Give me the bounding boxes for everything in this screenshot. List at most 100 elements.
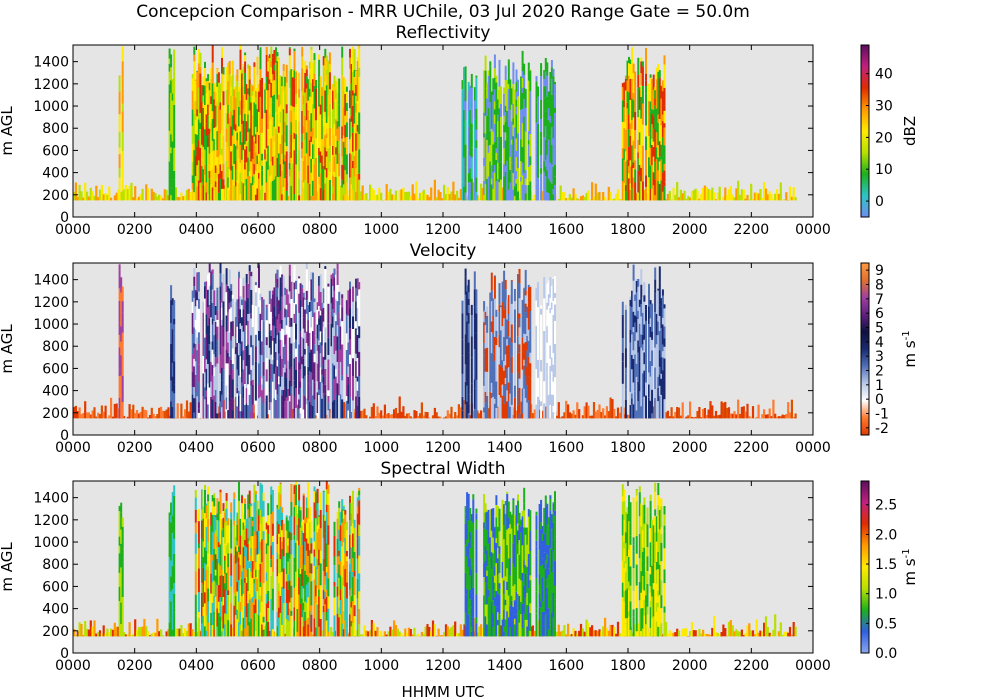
event-cell xyxy=(197,612,200,618)
event-cell xyxy=(238,525,240,547)
event-cell xyxy=(230,603,233,625)
event-cell xyxy=(498,154,501,168)
surface-cell xyxy=(123,189,126,201)
event-cell xyxy=(261,355,264,379)
event-cell xyxy=(645,48,647,65)
event-cell xyxy=(492,298,495,302)
event-cell xyxy=(521,299,524,316)
event-cell xyxy=(228,117,231,128)
event-cell xyxy=(193,143,196,151)
event-cell xyxy=(475,313,478,334)
surface-cell xyxy=(424,194,427,201)
event-cell xyxy=(279,323,282,331)
event-cell xyxy=(521,184,524,201)
event-cell xyxy=(469,182,472,194)
event-cell xyxy=(278,81,280,95)
event-cell xyxy=(197,343,200,365)
event-cell xyxy=(483,343,486,356)
event-cell xyxy=(170,323,173,344)
event-cell xyxy=(504,396,507,419)
event-cell xyxy=(213,335,216,355)
event-cell xyxy=(322,126,325,146)
event-cell xyxy=(504,365,507,378)
event-cell xyxy=(358,308,361,327)
surface-cell xyxy=(468,415,472,419)
event-cell xyxy=(247,538,250,544)
event-cell xyxy=(173,318,176,325)
event-cell xyxy=(288,275,291,292)
event-cell xyxy=(225,508,228,521)
event-cell xyxy=(253,136,256,142)
event-cell xyxy=(233,592,236,606)
event-cell xyxy=(121,174,124,191)
surface-cell xyxy=(635,193,638,201)
event-cell xyxy=(205,564,208,571)
event-cell xyxy=(121,517,124,527)
event-cell xyxy=(503,124,506,132)
event-cell xyxy=(663,326,666,339)
event-cell xyxy=(287,317,290,342)
event-cell xyxy=(258,363,260,385)
event-cell xyxy=(219,401,222,413)
event-cell xyxy=(197,543,200,549)
event-cell xyxy=(241,382,243,401)
event-cell xyxy=(204,105,206,130)
event-cell xyxy=(239,100,242,115)
event-cell xyxy=(640,118,643,140)
event-cell xyxy=(333,312,336,336)
event-cell xyxy=(527,131,530,141)
event-cell xyxy=(527,400,530,419)
event-cell xyxy=(641,312,644,335)
event-cell xyxy=(641,145,644,164)
event-cell xyxy=(655,187,658,201)
event-cell xyxy=(318,345,321,368)
event-cell xyxy=(621,181,624,201)
surface-cell xyxy=(735,188,738,201)
event-cell xyxy=(464,183,467,193)
event-cell xyxy=(210,104,213,123)
event-cell xyxy=(233,492,236,499)
event-cell xyxy=(194,319,197,330)
event-cell xyxy=(193,297,196,304)
event-cell xyxy=(236,342,239,354)
event-cell xyxy=(210,545,213,555)
surface-cell xyxy=(84,401,87,419)
event-cell xyxy=(327,94,330,117)
event-cell xyxy=(307,383,310,401)
event-cell xyxy=(464,76,467,85)
y-tick-label: 400 xyxy=(42,384,69,400)
event-cell xyxy=(333,101,336,124)
surface-cell xyxy=(413,410,416,419)
event-cell xyxy=(490,165,493,179)
event-cell xyxy=(245,403,248,419)
event-cell xyxy=(244,545,247,557)
event-cell xyxy=(196,291,199,301)
event-cell xyxy=(279,143,282,165)
surface-cell xyxy=(616,189,620,201)
event-cell xyxy=(518,327,521,345)
event-cell xyxy=(537,282,539,284)
event-cell xyxy=(336,140,339,164)
event-cell xyxy=(213,99,216,105)
surface-cell xyxy=(618,412,621,419)
surface-cell xyxy=(84,621,87,637)
event-cell xyxy=(121,88,124,104)
event-cell xyxy=(213,595,216,612)
event-cell xyxy=(238,546,240,552)
surface-cell xyxy=(585,402,588,419)
event-cell xyxy=(248,151,251,160)
event-cell xyxy=(202,76,205,86)
surface-cell xyxy=(526,185,529,201)
event-cell xyxy=(210,271,213,278)
event-cell xyxy=(547,178,550,193)
event-cell xyxy=(307,128,310,143)
event-cell xyxy=(216,340,219,358)
event-cell xyxy=(637,363,640,382)
event-cell xyxy=(241,494,243,496)
event-cell xyxy=(645,175,647,187)
event-cell xyxy=(262,629,265,637)
event-cell xyxy=(247,176,250,201)
event-cell xyxy=(638,391,641,398)
event-cell xyxy=(355,396,358,419)
event-cell xyxy=(527,329,530,341)
